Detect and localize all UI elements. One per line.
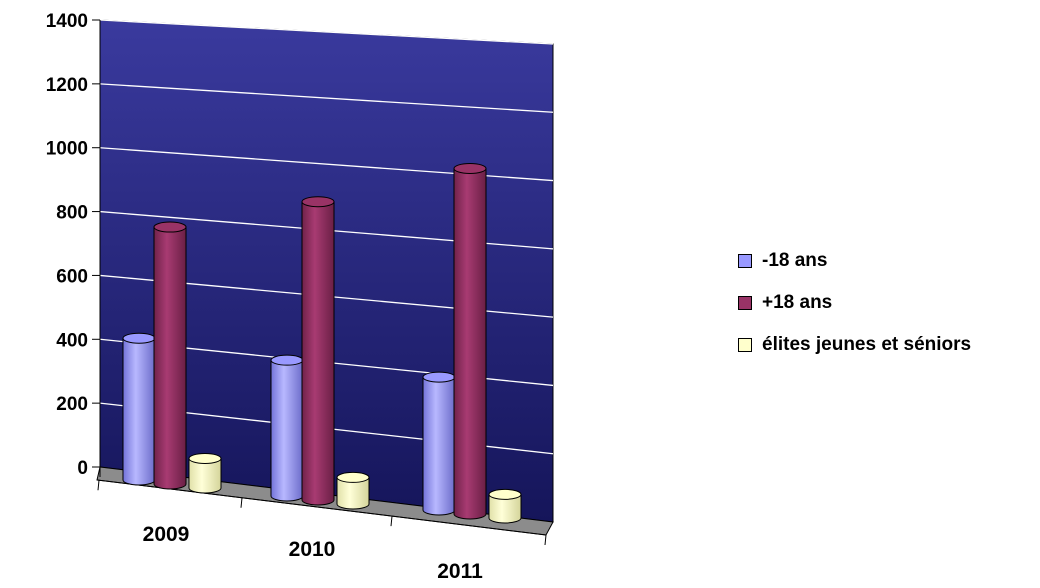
y-tick-label: 0 (77, 458, 88, 479)
legend-item-over-18: +18 ans (738, 292, 971, 314)
bar-élites jeunes et séniors-2010 (336, 476, 370, 510)
y-tick-label: 400 (56, 330, 88, 351)
legend-item-under-18: -18 ans (738, 250, 971, 272)
legend-item-elites: élites jeunes et séniors (738, 334, 971, 356)
legend-swatch-elites (738, 338, 752, 352)
x-tick (240, 497, 243, 508)
bar--18 ans-2009 (122, 337, 156, 486)
x-tick (97, 480, 100, 491)
legend: -18 ans +18 ans élites jeunes et séniors (738, 250, 971, 376)
bar-top-+18 ans-2011 (453, 162, 487, 174)
bar-+18 ans-2010 (301, 201, 335, 506)
bar-+18 ans-2011 (453, 167, 487, 520)
y-tick-label: 1200 (46, 75, 88, 96)
y-tick-label: 200 (56, 394, 88, 415)
y-tick-label: 800 (56, 203, 88, 224)
x-category-label-2010: 2010 (289, 538, 336, 561)
x-category-label-2011: 2011 (437, 560, 483, 583)
legend-label-elites: élites jeunes et séniors (762, 334, 972, 355)
bar-top--18 ans-2009 (122, 332, 156, 344)
bar--18 ans-2010 (270, 359, 304, 502)
bar--18 ans-2011 (422, 376, 456, 516)
legend-swatch-over-18 (738, 296, 752, 310)
bar-top-+18 ans-2010 (301, 196, 335, 208)
legend-label-over-18: +18 ans (762, 292, 833, 313)
bar-élites jeunes et séniors-2011 (488, 493, 522, 524)
bar-top-+18 ans-2009 (153, 221, 187, 233)
x-category-label-2009: 2009 (143, 523, 190, 546)
bar-top--18 ans-2011 (422, 371, 456, 383)
y-tick-label: 600 (56, 266, 88, 287)
bar-élites jeunes et séniors-2009 (188, 457, 222, 494)
bar-+18 ans-2009 (153, 226, 187, 490)
y-tick-label: 1000 (46, 139, 88, 160)
x-tick (544, 534, 547, 546)
y-tick-label: 1400 (46, 11, 88, 32)
bar-top-élites jeunes et séniors-2009 (188, 452, 222, 464)
legend-label-under-18: -18 ans (762, 250, 828, 271)
legend-swatch-under-18 (738, 254, 752, 268)
x-tick (390, 516, 393, 527)
bar-top-élites jeunes et séniors-2010 (336, 471, 370, 483)
gridline (99, 19, 554, 45)
bar-top-élites jeunes et séniors-2011 (488, 488, 522, 500)
gridline (99, 83, 554, 113)
bar-top--18 ans-2010 (270, 354, 304, 366)
